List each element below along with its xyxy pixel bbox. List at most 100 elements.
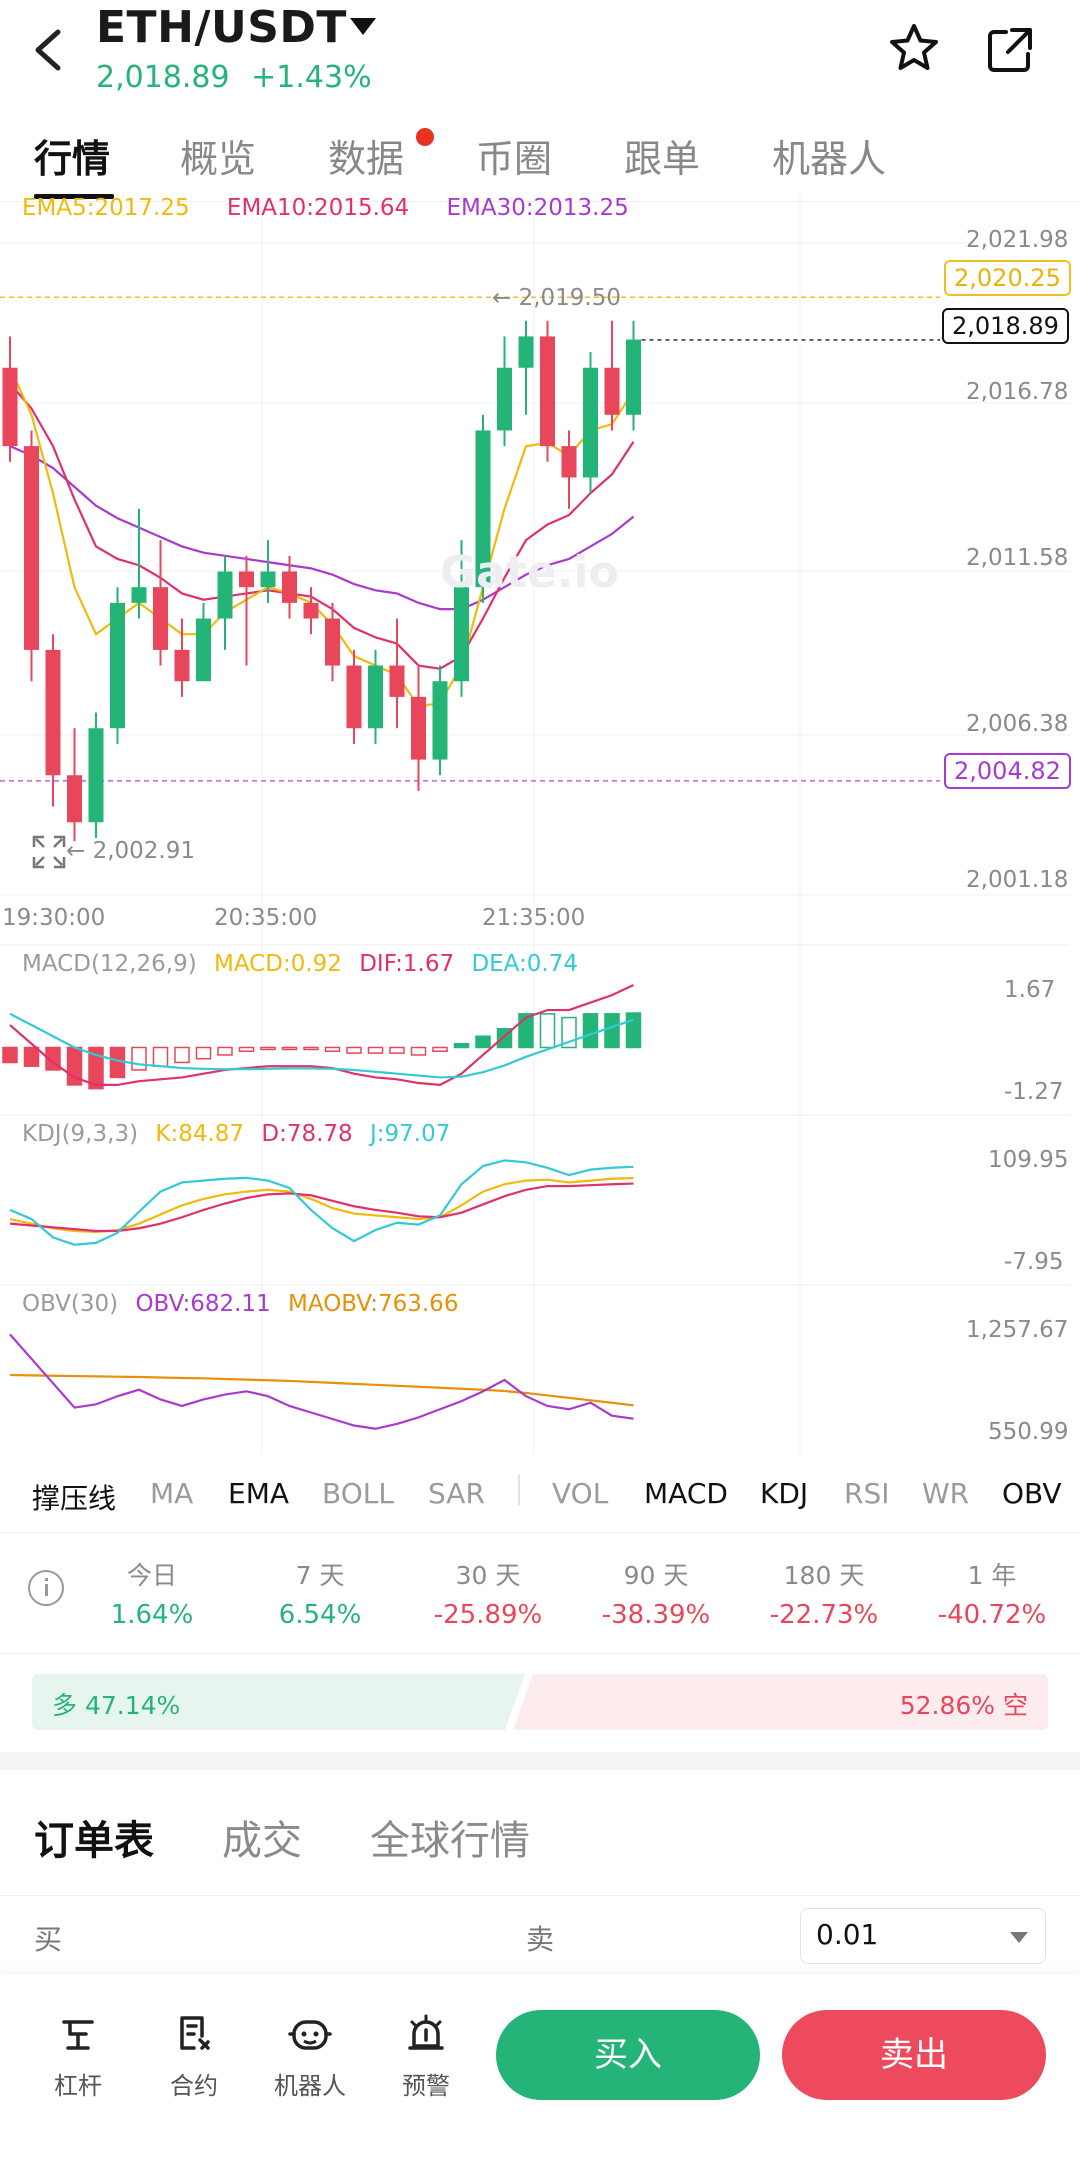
indicator-boll[interactable]: BOLL [322, 1477, 394, 1510]
stat-period: 30 天 [455, 1561, 521, 1590]
dif-value: DIF:1.67 [359, 951, 455, 977]
candle-body [196, 618, 211, 682]
candle-body [131, 587, 147, 603]
indicator-ma[interactable]: MA [150, 1477, 194, 1510]
macd-bar [217, 1046, 233, 1056]
indicator-kdj[interactable]: KDJ [760, 1477, 809, 1510]
ema-legend: EMA5:2017.25 EMA10:2015.64 EMA30:2013.25 [22, 195, 629, 221]
tab-global-market[interactable]: 全球行情 [370, 1818, 530, 1864]
tab-circle[interactable]: 币圈 [476, 137, 553, 181]
pair-title[interactable]: ETH/USDT [96, 2, 347, 53]
macd-bar [23, 1046, 40, 1067]
kline-chart[interactable]: EMA5:2017.25 EMA10:2015.64 EMA30:2013.25… [0, 195, 1080, 1455]
info-icon[interactable] [28, 1570, 64, 1606]
candle-body [346, 665, 362, 729]
macd-bar [88, 1046, 104, 1090]
price-tick: 2,006.38 [966, 711, 1069, 737]
candle-body [174, 649, 190, 682]
stat-period: 7 天 [295, 1561, 345, 1590]
obv-line [9, 1333, 634, 1430]
indicator-rsi[interactable]: RSI [844, 1477, 890, 1510]
divider [0, 201, 1080, 202]
candle-body [626, 339, 641, 415]
candle-body [67, 775, 82, 823]
stat-period: 90 天 [623, 1561, 689, 1590]
macd-bar [604, 1013, 620, 1049]
macd-bar [152, 1046, 169, 1067]
contract-button[interactable]: 合约 [144, 2012, 244, 2101]
pair-dropdown-caret-icon[interactable] [350, 18, 376, 35]
candle-body [260, 571, 276, 588]
candle-body [2, 367, 18, 447]
ema30-line [9, 445, 635, 611]
market-tabs: 行情 概览 数据 币圈 跟单 机器人 [0, 118, 1080, 202]
stat-value: 6.54% [278, 1600, 362, 1630]
obv-value: OBV:682.11 [135, 1291, 271, 1317]
macd-bar [475, 1035, 491, 1049]
stat-value: -38.39% [601, 1600, 711, 1630]
robot-icon [288, 2020, 332, 2050]
macd-bar [238, 1046, 255, 1052]
price-summary: 2,018.89 +1.43% [96, 60, 372, 95]
stat-value: 1.64% [110, 1600, 194, 1630]
kdj-k-line [9, 1176, 634, 1234]
indicator-support-resistance[interactable]: 撑压线 [32, 1482, 117, 1515]
sell-button[interactable]: 卖出 [782, 2010, 1046, 2100]
indicator-vol[interactable]: VOL [552, 1477, 609, 1510]
candle-body [475, 430, 491, 588]
macd-dea-line [9, 1012, 634, 1079]
long-bar-segment [32, 1674, 525, 1730]
maobv-value: MAOBV:763.66 [288, 1291, 459, 1317]
tab-copy-trading[interactable]: 跟单 [624, 137, 701, 181]
macd-bar [346, 1046, 362, 1054]
obv-bottom-tick: 550.99 [988, 1419, 1069, 1445]
macd-bar [410, 1046, 427, 1056]
contract-label: 合约 [170, 2072, 218, 2100]
macd-top-tick: 1.67 [1004, 977, 1056, 1003]
alert-high-tag[interactable]: 2,020.25 [944, 260, 1071, 296]
candle-body [540, 336, 555, 447]
robot-button[interactable]: 机器人 [260, 2012, 360, 2101]
candle-body [325, 618, 340, 666]
stat-value: -25.89% [433, 1600, 543, 1630]
fullscreen-icon[interactable] [32, 835, 66, 869]
precision-select[interactable] [800, 1908, 1046, 1964]
tab-trades[interactable]: 成交 [222, 1818, 302, 1864]
back-arrow-icon[interactable] [26, 22, 72, 78]
indicator-wr[interactable]: WR [922, 1477, 970, 1510]
buy-button[interactable]: 买入 [496, 2010, 760, 2100]
alert-low-tag[interactable]: 2,004.82 [944, 753, 1071, 789]
candle-body [454, 587, 469, 682]
leverage-button[interactable]: 杠杆 [28, 2012, 128, 2101]
indicator-macd[interactable]: MACD [644, 1477, 728, 1510]
divider [0, 1895, 1080, 1896]
macd-bar [195, 1046, 212, 1060]
time-tick: 20:35:00 [214, 905, 318, 931]
macd-bar [625, 1012, 642, 1049]
macd-bar [324, 1046, 341, 1052]
short-ratio: 52.86% 空 [899, 1691, 1028, 1720]
favorite-star-icon[interactable] [886, 20, 942, 76]
tab-market[interactable]: 行情 [34, 137, 111, 181]
candle-body [604, 367, 620, 415]
high-marker: ← 2,019.50 [492, 285, 622, 311]
indicator-ema[interactable]: EMA [228, 1477, 290, 1510]
indicator-obv[interactable]: OBV [1002, 1477, 1062, 1510]
candle-body [239, 571, 254, 588]
macd-bar [582, 1013, 599, 1049]
tab-data-badge [416, 128, 434, 146]
price-change: +1.43% [251, 60, 372, 95]
alert-button[interactable]: 预警 [376, 2012, 476, 2101]
indicator-sar[interactable]: SAR [428, 1477, 485, 1510]
divider [518, 1475, 520, 1505]
tab-robot[interactable]: 机器人 [772, 137, 887, 181]
share-icon[interactable] [982, 22, 1038, 78]
tab-data[interactable]: 数据 [328, 137, 405, 181]
long-short-ratio-bar: 多 47.14% 52.86% 空 [32, 1674, 1048, 1730]
tab-order-book[interactable]: 订单表 [34, 1818, 154, 1864]
short-bar-segment [512, 1674, 1048, 1730]
chart-canvas[interactable] [0, 195, 1080, 1455]
tab-overview[interactable]: 概览 [180, 137, 257, 181]
buy-column-header: 买 [34, 1923, 63, 1956]
low-marker: ← 2,002.91 [66, 838, 196, 864]
